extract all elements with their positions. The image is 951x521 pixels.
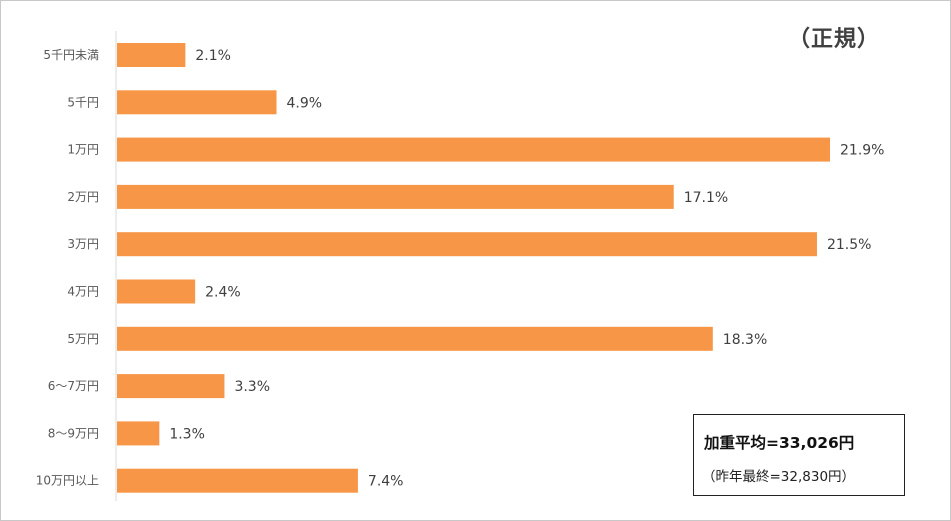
bar-9	[117, 468, 358, 493]
value-label-6: 18.3%	[723, 332, 767, 348]
value-label-8: 1.3%	[169, 426, 205, 442]
category-label-4: 3万円	[67, 237, 99, 251]
value-label-5: 2.4%	[205, 285, 241, 301]
value-label-9: 7.4%	[368, 474, 404, 490]
category-label-9: 10万円以上	[36, 474, 99, 488]
value-label-3: 17.1%	[684, 190, 728, 206]
category-label-2: 1万円	[67, 143, 99, 157]
weighted-average-box: 加重平均=33,026円 （昨年最終=32,830円）	[693, 414, 905, 496]
previous-year-text: （昨年最終=32,830円）	[702, 469, 856, 485]
category-label-8: 8～9万円	[48, 426, 99, 440]
value-label-0: 2.1%	[195, 48, 231, 64]
bar-7	[117, 374, 225, 399]
value-label-7: 3.3%	[234, 379, 270, 395]
category-label-0: 5千円未満	[43, 48, 99, 62]
bar-6	[117, 326, 713, 351]
category-label-6: 5万円	[67, 332, 99, 346]
value-label-1: 4.9%	[287, 95, 323, 111]
bar-0	[117, 43, 186, 67]
bar-4	[117, 232, 817, 257]
value-label-2: 21.9%	[840, 143, 884, 159]
bar-2	[117, 137, 830, 162]
category-label-3: 2万円	[67, 190, 99, 204]
bar-3	[117, 184, 674, 209]
weighted-average-text: 加重平均=33,026円	[704, 434, 855, 452]
category-label-5: 4万円	[67, 285, 99, 299]
bar-8	[117, 421, 160, 446]
category-label-1: 5千円	[67, 95, 99, 109]
chart-subtitle: （正規）	[788, 27, 881, 52]
value-label-4: 21.5%	[827, 237, 871, 253]
category-label-7: 6～7万円	[48, 379, 99, 393]
bar-5	[117, 279, 196, 304]
bar-1	[117, 90, 277, 115]
